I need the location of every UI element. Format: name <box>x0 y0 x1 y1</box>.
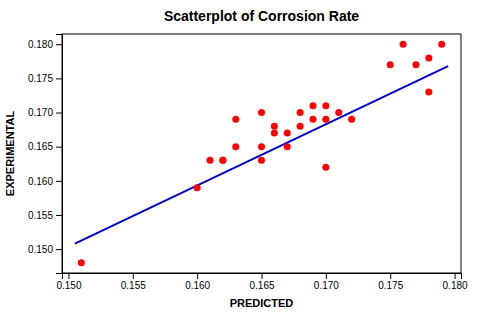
scatter-point <box>297 123 304 130</box>
scatter-point <box>258 143 265 150</box>
scatter-point <box>284 143 291 150</box>
y-tick-mark <box>56 249 62 250</box>
scatter-point <box>322 116 329 123</box>
x-tick-mark <box>133 273 134 279</box>
y-tick: 0.155 <box>28 210 62 221</box>
y-tick-mark <box>56 44 62 45</box>
scatter-point <box>412 61 419 68</box>
x-tick-label: 0.160 <box>185 280 210 291</box>
x-tick-label: 0.175 <box>378 280 403 291</box>
x-tick-mark <box>455 273 456 279</box>
chart-title: Scatterplot of Corrosion Rate <box>164 8 359 24</box>
y-axis-title: EXPERIMENTAL <box>4 111 16 197</box>
x-tick-mark <box>390 273 391 279</box>
x-tick: 0.180 <box>443 273 468 291</box>
scatter-point <box>400 41 407 48</box>
x-tick-label: 0.155 <box>121 280 146 291</box>
x-tick-mark <box>262 273 263 279</box>
scatter-point <box>322 164 329 171</box>
scatter-point <box>271 130 278 137</box>
x-tick-label: 0.165 <box>249 280 274 291</box>
y-tick: 0.170 <box>28 107 62 118</box>
scatter-point <box>78 259 85 266</box>
y-tick: 0.160 <box>28 176 62 187</box>
y-axis: 0.150 0.155 0.160 0.165 0.170 0.175 0.180 <box>28 35 63 274</box>
scatter-point <box>387 61 394 68</box>
x-tick-label: 0.150 <box>56 280 81 291</box>
x-tick: 0.170 <box>314 273 339 291</box>
y-tick: 0.165 <box>28 141 62 152</box>
y-tick-label: 0.180 <box>28 39 53 50</box>
scatter-point <box>425 54 432 61</box>
scatter-point <box>335 109 342 116</box>
plot: 0.1500.1550.1600.1650.1700.1750.1800.150… <box>28 34 468 291</box>
y-tick-mark <box>56 181 62 182</box>
scatter-point <box>309 102 316 109</box>
x-tick-mark <box>197 273 198 279</box>
scatter-point <box>258 157 265 164</box>
x-tick-label: 0.180 <box>443 280 468 291</box>
scatter-point <box>425 89 432 96</box>
y-tick-label: 0.165 <box>28 141 53 152</box>
scatter-point <box>322 102 329 109</box>
scatter-point <box>232 143 239 150</box>
x-axis-title: PREDICTED <box>230 297 294 309</box>
y-axis-line <box>56 35 63 274</box>
y-tick-mark <box>56 215 62 216</box>
y-tick-mark <box>56 113 62 114</box>
scatter-point <box>271 123 278 130</box>
y-tick-mark <box>56 78 62 79</box>
scatter-point <box>219 157 226 164</box>
x-tick-label: 0.170 <box>314 280 339 291</box>
x-axis: 0.150 0.155 0.160 0.165 0.170 0.175 0.180 <box>56 273 468 291</box>
y-tick-mark <box>56 147 62 148</box>
scatter-point <box>232 116 239 123</box>
x-tick: 0.165 <box>249 273 274 291</box>
plot-frame <box>62 34 461 273</box>
x-axis-line <box>63 274 462 280</box>
scatter-point <box>297 109 304 116</box>
scatter-point <box>258 109 265 116</box>
y-tick-label: 0.155 <box>28 210 53 221</box>
chart: 0.1500.1550.1600.1650.1700.1750.1800.150… <box>0 0 479 315</box>
y-tick-label: 0.175 <box>28 73 53 84</box>
scatter-point <box>309 116 316 123</box>
y-tick-label: 0.160 <box>28 176 53 187</box>
marks <box>75 41 448 267</box>
scatter-point <box>348 116 355 123</box>
x-tick-mark <box>326 273 327 279</box>
scatter-point <box>219 157 226 164</box>
scatter-point <box>284 130 291 137</box>
regression-line <box>75 66 448 244</box>
y-tick: 0.150 <box>28 244 62 255</box>
x-tick: 0.155 <box>121 273 146 291</box>
scatter-point <box>207 157 214 164</box>
scatter-point <box>194 184 201 191</box>
y-tick-label: 0.170 <box>28 107 53 118</box>
y-tick-label: 0.150 <box>28 244 53 255</box>
y-tick: 0.175 <box>28 73 62 84</box>
x-tick: 0.160 <box>185 273 210 291</box>
y-tick: 0.180 <box>28 39 62 50</box>
x-tick: 0.175 <box>378 273 403 291</box>
scatter-point <box>438 41 445 48</box>
x-tick-mark <box>68 273 69 279</box>
x-tick: 0.150 <box>56 273 81 291</box>
